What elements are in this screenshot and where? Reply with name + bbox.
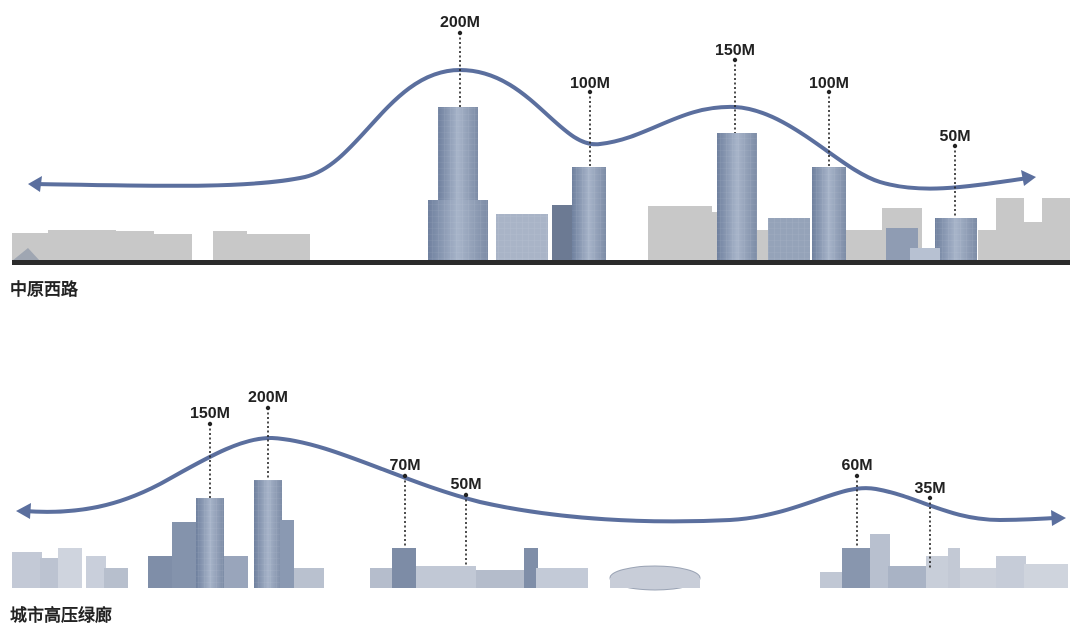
section-label-green-corridor: 城市高压绿廊: [10, 606, 112, 626]
marker-dot: [927, 495, 933, 501]
height-label: 200M: [440, 14, 480, 31]
height-marker: 150M: [190, 405, 230, 498]
arrow-right-icon: [1051, 510, 1066, 526]
marker-dot: [854, 473, 860, 479]
arrow-right-icon: [1021, 170, 1036, 186]
marker-dot: [207, 421, 213, 427]
height-marker: 50M: [450, 476, 482, 566]
height-markers: 200M 100M 150M 100M 50M 150M 200M 70M 50M 60M 35M: [190, 14, 971, 570]
height-label: 200M: [248, 389, 288, 406]
marker-dot: [732, 57, 738, 63]
height-label: 150M: [190, 405, 230, 422]
height-label: 35M: [914, 480, 945, 497]
height-marker: 50M: [939, 128, 971, 218]
height-label: 60M: [841, 457, 872, 474]
marker-dot: [952, 143, 958, 149]
section-zhongyuan-road: [12, 67, 1070, 265]
background-buildings: [12, 480, 1068, 591]
height-marker: 200M: [248, 389, 288, 480]
height-label: 100M: [809, 75, 849, 92]
section-urban-green-corridor: [12, 435, 1068, 591]
arrow-left-icon: [28, 176, 42, 192]
arrow-left-icon: [16, 503, 31, 519]
skyline-curve: [22, 435, 1060, 524]
section-label-zhongyuan-road: 中原西路: [10, 280, 78, 300]
height-label: 70M: [389, 457, 420, 474]
marker-dot: [402, 473, 408, 479]
height-marker: 35M: [914, 480, 946, 570]
marker-dot: [463, 492, 469, 498]
height-label: 150M: [715, 42, 755, 59]
height-marker: 200M: [440, 14, 480, 107]
height-label: 50M: [939, 128, 970, 145]
marker-dot: [265, 405, 271, 411]
height-marker: 150M: [715, 42, 755, 133]
height-marker: 100M: [809, 75, 849, 167]
height-marker: 100M: [570, 75, 610, 167]
marker-dot: [826, 89, 832, 95]
height-marker: 60M: [841, 457, 873, 548]
ground-line: [12, 260, 1070, 265]
glass-towers: [428, 107, 977, 261]
marker-dot: [587, 89, 593, 95]
height-marker: 70M: [389, 457, 421, 548]
skyline-curve: [34, 67, 1030, 191]
marker-dot: [457, 30, 463, 36]
height-label: 100M: [570, 75, 610, 92]
height-label: 50M: [450, 476, 481, 493]
